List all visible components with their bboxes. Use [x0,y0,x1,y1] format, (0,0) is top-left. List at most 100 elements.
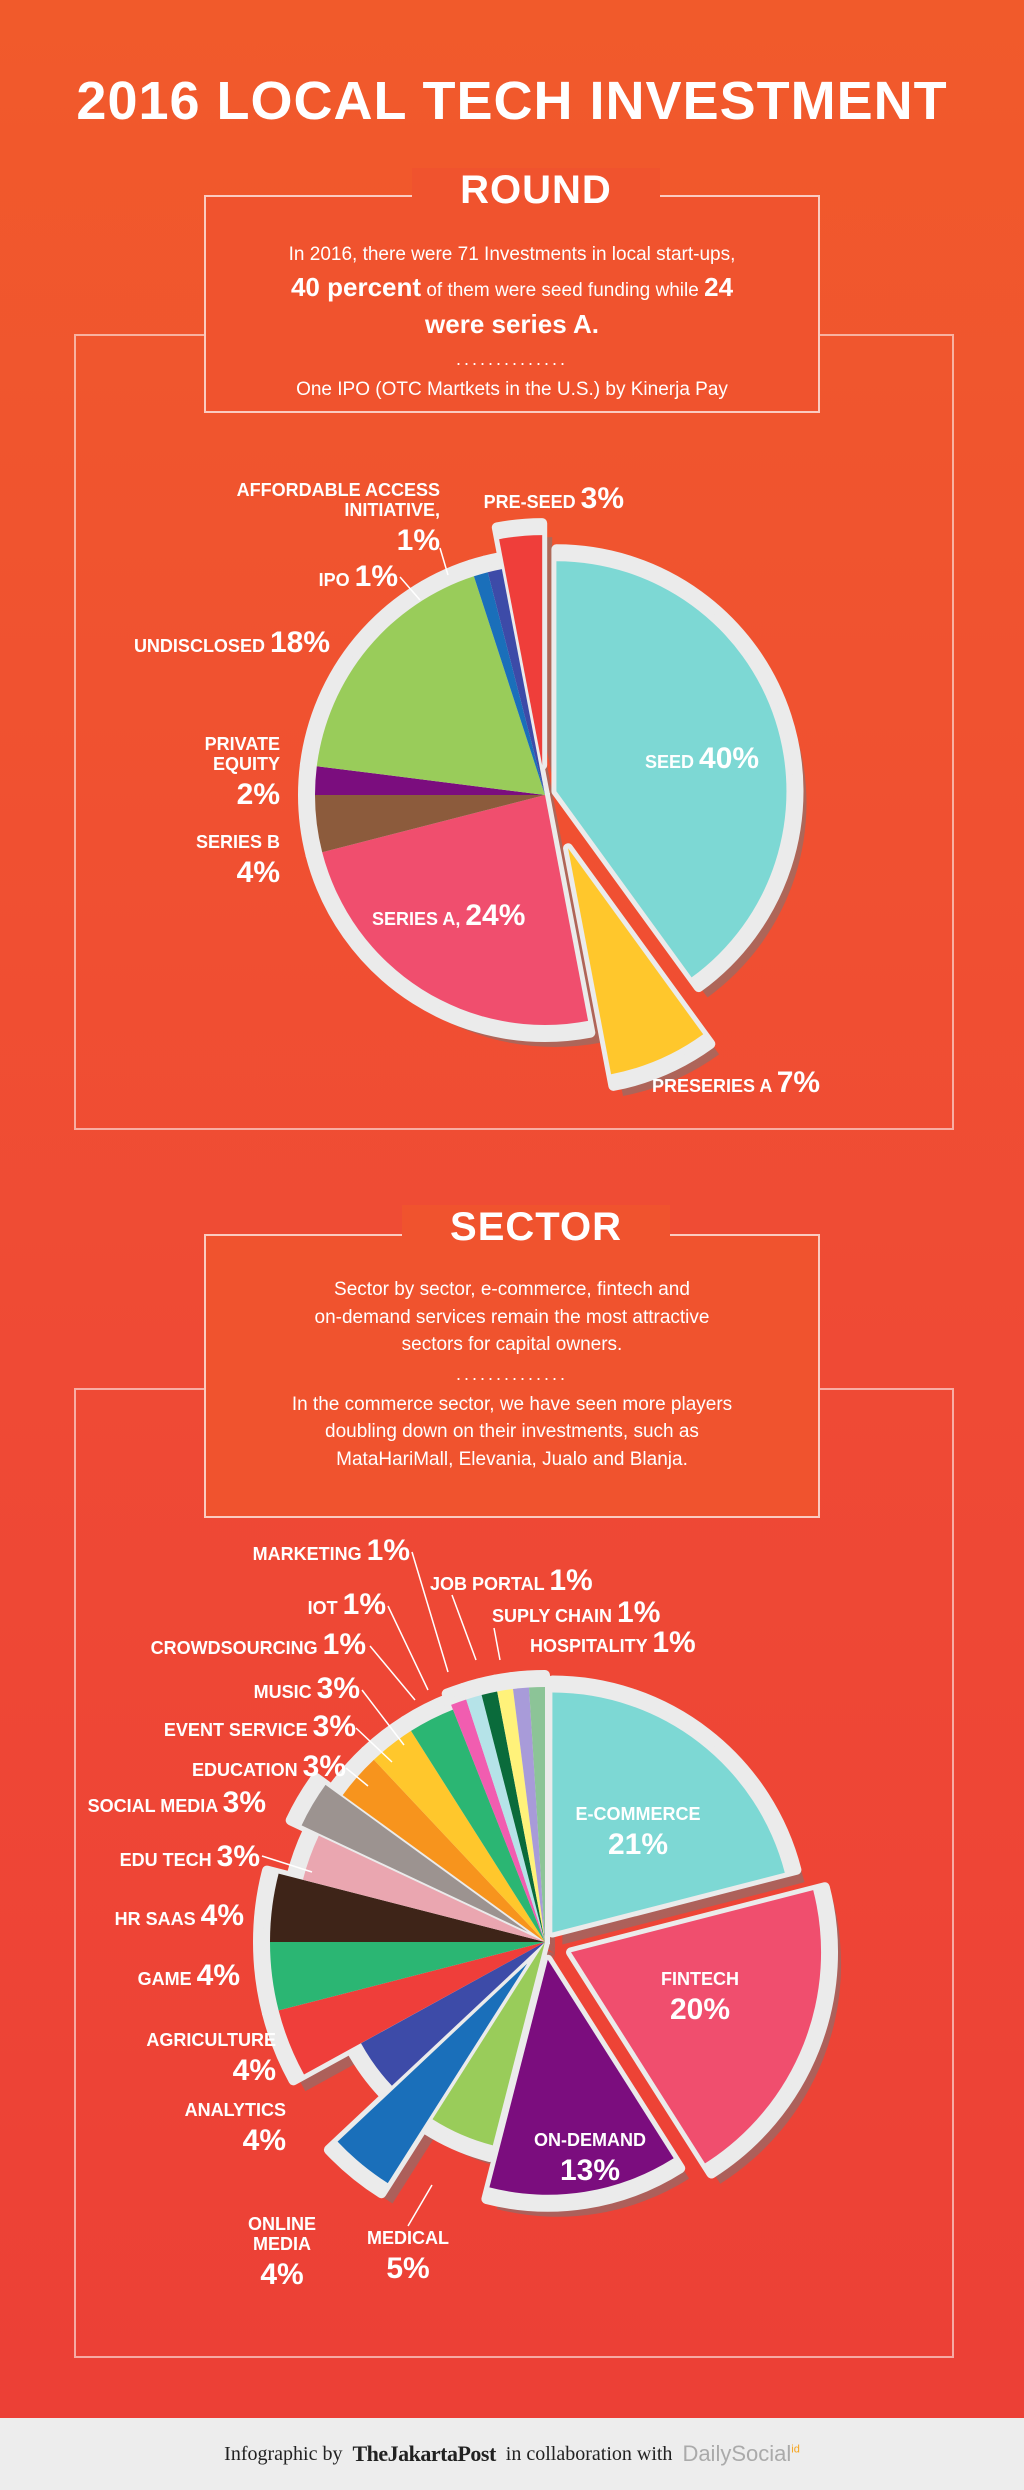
svg-text:JOB PORTAL 1%: JOB PORTAL 1% [430,1564,593,1597]
svg-text:HR SAAS 4%: HR SAAS 4% [115,1899,244,1932]
pie1-slice-pre-seed [499,535,543,766]
pie2-label-crowdsourcing: CROWDSOURCING 1% [151,1628,366,1661]
pie1-label-undisclosed: UNDISCLOSED 18% [134,626,330,659]
pie2-label-agriculture: AGRICULTURE 4% [146,2030,276,2087]
svg-text:INITIATIVE,: INITIATIVE, [344,500,440,520]
pie2-slice-iot [466,1695,545,1942]
footer-middle: in collaboration with [505,2442,673,2465]
pie2-slice-marketing [481,1691,545,1942]
pie2-slice-job-portal [497,1689,545,1942]
pie2-leader-medical [407,2184,433,2227]
round-bold-b: 24 [704,271,734,302]
svg-text:SERIES A, 24%: SERIES A, 24% [372,899,525,932]
svg-text:MEDIA: MEDIA [253,2234,311,2254]
pie2-label-fintech: FINTECH 20% [661,1969,739,2026]
pie2-label-medical: MEDICAL 5% [367,2228,449,2285]
svg-text:SUPLY CHAIN 1%: SUPLY CHAIN 1% [492,1596,660,1629]
pie1-slice-seed [556,561,787,978]
pie2-slice-hospitality [529,1687,545,1942]
pie2-leader-job-portal [451,1594,477,1661]
svg-text:21%: 21% [608,1828,668,1861]
svg-text:AGRICULTURE: AGRICULTURE [146,2030,276,2050]
svg-text:2%: 2% [237,778,280,811]
pie2-slice-education [342,1759,545,1942]
pie2-leader-edu-tech [261,1855,313,1873]
round-line4: One IPO (OTC Martkets in the U.S.) by Ki… [296,378,728,400]
svg-text:5%: 5% [386,2252,429,2285]
pie2-slice-on-demand [489,1959,674,2195]
svg-text:EQUITY: EQUITY [213,754,280,774]
pie2-label-iot: IOT 1% [308,1588,386,1621]
pie2-label-hospitality: HOSPITALITY 1% [530,1626,696,1659]
pie2-label-e-commerce: E-COMMERCE 21% [576,1804,701,1861]
svg-text:PRESERIES A 7%: PRESERIES A 7% [652,1066,820,1099]
sector-line4: In the commerce sector, we have seen mor… [291,1393,733,1415]
svg-text:UNDISCLOSED 18%: UNDISCLOSED 18% [134,626,330,659]
pie2-slice-social-media [301,1784,528,1932]
pie2-label-edu-tech: EDU TECH 3% [120,1840,260,1873]
svg-text:20%: 20% [670,1993,730,2026]
svg-text:SOCIAL MEDIA 3%: SOCIAL MEDIA 3% [88,1786,266,1819]
svg-text:ONLINE: ONLINE [248,2214,316,2234]
pie2-slice-game [269,1942,545,2011]
svg-text:MARKETING 1%: MARKETING 1% [253,1534,410,1567]
svg-text:1%: 1% [397,524,440,557]
pie2-label-analytics: ANALYTICS 4% [185,2100,286,2157]
svg-text:IPO 1%: IPO 1% [319,560,398,593]
pie2-label-hr-saas: HR SAAS 4% [115,1899,244,1932]
pie1-slice-affordable-access-initiative [487,569,545,795]
page-title: 2016 LOCAL TECH INVESTMENT [76,71,948,131]
pie1-slice-private-equity [314,766,545,795]
svg-text:4%: 4% [260,2258,303,2291]
pie2-slice-online-media [337,1963,528,2184]
sector-line6: MataHariMall, Elevania, Jualo and Blanja… [336,1448,688,1470]
pie2-slice-crowdsourcing [451,1699,545,1942]
pie1-label-pre-seed: PRE-SEED 3% [484,482,624,515]
pie2-slice-hr-saas [269,1873,545,1942]
pie1-label-series-a: SERIES A, 24% [372,899,525,932]
round-line1: In 2016, there were 71 Investments in lo… [288,244,736,265]
round-dots: .............. [455,348,568,369]
pie2-label-suply-chain: SUPLY CHAIN 1% [492,1596,660,1629]
pie1-leader-ipo [399,576,421,601]
pie1-slice-series-a [322,795,589,1025]
pie2-slice-event-service [373,1730,545,1942]
pie1-label-preseries-a: PRESERIES A 7% [652,1066,820,1099]
round-bold-a: 40 percent [290,271,422,302]
dailysocial-badge: id [791,2443,800,2456]
svg-text:IOT 1%: IOT 1% [308,1588,386,1621]
svg-text:HOSPITALITY 1%: HOSPITALITY 1% [530,1626,696,1659]
svg-text:SEED 40%: SEED 40% [645,742,759,775]
pie1-slice-ipo [473,572,545,795]
pie2-label-on-demand: ON-DEMAND 13% [534,2130,646,2187]
sector-textbox: Sector by sector, e-commerce, fintech an… [204,1234,820,1518]
svg-text:EVENT SERVICE 3%: EVENT SERVICE 3% [164,1710,356,1743]
footer: Infographic by TheJakartaPost in collabo… [0,2418,1024,2490]
pie1-leader-affordable-access-initiative [439,547,449,576]
pie1-label-series-b: SERIES B 4% [196,832,280,889]
sector-pie-chart: E-COMMERCE 21% FINTECH 20% ON-DEMAND 13% MEDIC… [88,1534,842,2291]
svg-text:E-COMMERCE: E-COMMERCE [576,1804,701,1824]
svg-text:SERIES B: SERIES B [196,832,280,852]
svg-text:PRE-SEED 3%: PRE-SEED 3% [484,482,624,515]
pie2-label-game: GAME 4% [138,1959,240,1992]
pie2-leader-iot [387,1605,429,1691]
sector-line1: Sector by sector, e-commerce, fintech an… [334,1279,690,1300]
pie2-slice-e-commerce [552,1692,785,1933]
round-bold-c: were series A. [425,309,599,340]
pie2-label-job-portal: JOB PORTAL 1% [430,1564,593,1597]
pie2-slice-suply-chain [513,1687,545,1942]
pie1-slice-undisclosed [316,576,545,795]
svg-text:4%: 4% [233,2054,276,2087]
pie2-leader-event-service [355,1727,393,1763]
pie2-leader-education [345,1767,369,1787]
sector-line5: doubling down on their investments, such… [325,1421,699,1443]
svg-text:EDU TECH 3%: EDU TECH 3% [120,1840,260,1873]
round-textbox: In 2016, there were 71 Investments in lo… [204,195,820,413]
svg-text:4%: 4% [237,856,280,889]
pie2-leader-crowdsourcing [369,1645,416,1701]
dailysocial-logo: DailySocialid [682,2441,799,2467]
